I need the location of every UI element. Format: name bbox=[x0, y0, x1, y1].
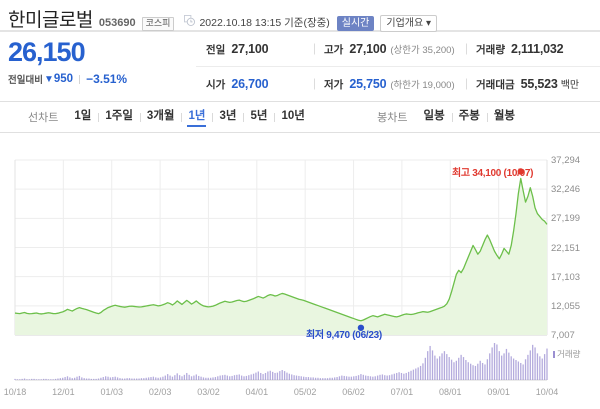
high-price-annotation: 최고 34,100 (10/07) bbox=[452, 168, 534, 179]
quote-timestamp: 2022.10.18 13:15 기준(장중) bbox=[199, 17, 330, 29]
x-axis-tick-label: 10/04 bbox=[535, 387, 559, 397]
y-axis-tick-label: 12,055 bbox=[551, 300, 581, 312]
quote-cell-open: 시가 26,700 bbox=[196, 77, 314, 92]
down-arrow-icon: ▼ bbox=[43, 73, 54, 85]
quote-label: 고가 bbox=[324, 43, 344, 56]
tab-period-3y[interactable]: 3년 bbox=[212, 110, 243, 124]
candle-chart-title: 봉차트 bbox=[377, 112, 408, 124]
x-axis-tick-label: 03/02 bbox=[197, 387, 220, 397]
stock-header: 한미글로벌 053690 코스피 2022.10.18 13:15 기준(장중)… bbox=[0, 0, 600, 32]
tab-period-1d[interactable]: 1일 bbox=[74, 110, 92, 123]
y-axis-tick-label: 32,246 bbox=[551, 184, 581, 196]
company-summary-dropdown[interactable]: 기업개요 ▾ bbox=[380, 15, 437, 32]
quote-cell-low: 저가 25,750 (하한가 19,000) bbox=[314, 77, 466, 92]
quote-cell-high: 고가 27,100 (상한가 35,200) bbox=[314, 42, 466, 57]
tab-period-1y[interactable]: 1년 bbox=[181, 110, 212, 127]
y-axis-tick-label: 22,151 bbox=[551, 242, 581, 254]
quote-cell-volume: 거래량 2,111,032 bbox=[466, 42, 600, 57]
realtime-badge[interactable]: 실시간 bbox=[336, 16, 375, 31]
tab-period-5y[interactable]: 5년 bbox=[243, 110, 274, 124]
quote-label: 거래대금 bbox=[476, 79, 515, 91]
y-axis-tick-label: 27,199 bbox=[551, 213, 581, 225]
quote-cell-turnover: 거래대금 55,523 백만 bbox=[466, 76, 600, 92]
divider bbox=[79, 74, 81, 84]
quote-value: 26,700 bbox=[231, 76, 269, 91]
x-axis-tick-label: 12/01 bbox=[52, 387, 75, 397]
tab-period-10y[interactable]: 10년 bbox=[274, 110, 311, 124]
x-axis-tick-label: 02/03 bbox=[148, 387, 172, 397]
upper-limit-price: (상한가 35,200) bbox=[390, 44, 455, 56]
tab-period-3m[interactable]: 3개월 bbox=[139, 110, 182, 124]
quote-value: 25,750 bbox=[349, 76, 387, 91]
quote-value: 27,100 bbox=[349, 41, 387, 56]
quote-label: 거래량 bbox=[476, 43, 505, 56]
quote-label: 저가 bbox=[324, 78, 344, 91]
stock-code: 053690 bbox=[98, 17, 136, 29]
current-price: 26,150 bbox=[8, 37, 86, 67]
chart-canvas bbox=[14, 159, 548, 381]
x-axis-tick-label: 01/03 bbox=[100, 387, 123, 397]
x-axis-tick-label: 04/01 bbox=[245, 387, 269, 397]
quote-summary: 26,150 전일대비 ▼ 950 −3.51% 전일 27,100 고가 27… bbox=[0, 32, 600, 102]
lower-limit-price: (하한가 19,000) bbox=[390, 79, 455, 91]
x-axis-tick-label: 07/01 bbox=[390, 387, 414, 397]
quote-value: 27,100 bbox=[231, 41, 269, 56]
header-divider bbox=[0, 30, 600, 32]
y-axis-tick-label: 37,294 bbox=[551, 155, 581, 166]
quote-row-top: 전일 27,100 고가 27,100 (상한가 35,200) 거래량 2,1… bbox=[196, 32, 600, 67]
price-change-label: 전일대비 bbox=[8, 75, 43, 86]
volume-legend-label: 거래량 bbox=[557, 349, 581, 359]
x-axis-tick-label: 05/02 bbox=[293, 387, 317, 397]
low-price-annotation: 최저 9,470 (06/23) bbox=[306, 330, 382, 341]
price-change-percent: −3.51% bbox=[86, 72, 128, 86]
stock-price-chart[interactable]: 37,294 32,246 27,199 22,151 17,103 12,055 7,00… bbox=[0, 133, 600, 405]
x-axis-tick-label: 10/18 bbox=[3, 387, 27, 397]
x-axis-tick-label: 08/01 bbox=[439, 387, 462, 397]
current-price-block: 26,150 전일대비 ▼ 950 −3.51% bbox=[0, 32, 196, 101]
price-change-value: 950 bbox=[53, 73, 74, 85]
tab-period-1w[interactable]: 1주일 bbox=[98, 110, 140, 124]
quote-value: 55,523 bbox=[520, 77, 558, 91]
candle-chart-tabs: 봉차트 일봉 주봉 월봉 bbox=[377, 109, 522, 125]
volume-legend: 거래량 bbox=[553, 348, 580, 360]
quote-row-bottom: 시가 26,700 저가 25,750 (하한가 19,000) 거래대금 55… bbox=[196, 67, 600, 101]
chart-tab-bar: 선차트 1일 1주일 3개월 1년 3년 5년 10년 봉차트 일봉 주봉 월봉 bbox=[0, 102, 600, 133]
volume-legend-swatch bbox=[553, 350, 555, 358]
line-chart-title: 선차트 bbox=[28, 112, 59, 124]
x-axis-tick-label: 09/01 bbox=[487, 387, 510, 397]
tab-candle-weekly[interactable]: 주봉 bbox=[451, 110, 487, 124]
price-change-row: 전일대비 ▼ 950 −3.51% bbox=[8, 72, 196, 86]
quote-label: 전일 bbox=[206, 43, 226, 56]
quote-cell-prev-close: 전일 27,100 bbox=[196, 42, 314, 57]
stock-name: 한미글로벌 bbox=[8, 10, 93, 31]
market-badge: 코스피 bbox=[141, 17, 175, 31]
turnover-unit: 백만 bbox=[560, 80, 580, 91]
y-axis-tick-label: 17,103 bbox=[551, 271, 581, 283]
tab-candle-daily[interactable]: 일봉 bbox=[423, 110, 445, 123]
tab-candle-monthly[interactable]: 월봉 bbox=[486, 110, 522, 124]
quote-label: 시가 bbox=[206, 78, 226, 91]
clock-icon bbox=[184, 13, 196, 31]
x-axis-tick-label: 06/02 bbox=[342, 387, 365, 397]
quote-table: 전일 27,100 고가 27,100 (상한가 35,200) 거래량 2,1… bbox=[196, 32, 600, 101]
line-chart-tabs: 선차트 1일 1주일 3개월 1년 3년 5년 10년 bbox=[28, 109, 312, 127]
y-axis-tick-label: 7,007 bbox=[551, 330, 575, 341]
quote-value: 2,111,032 bbox=[510, 41, 564, 56]
